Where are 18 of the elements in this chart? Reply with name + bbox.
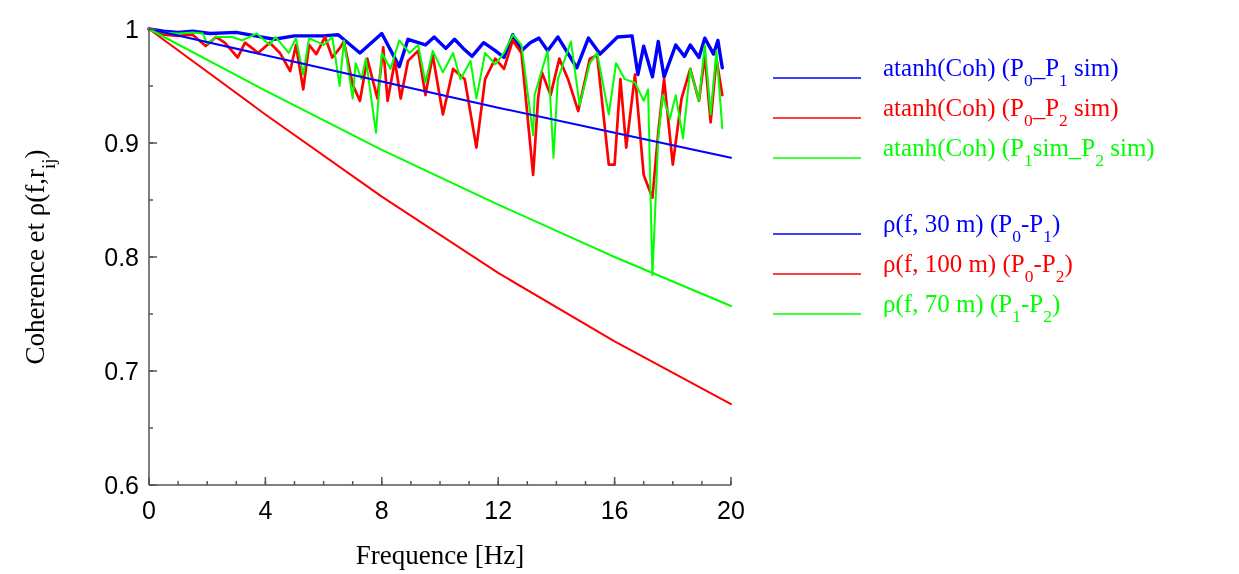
x-tick-label: 0	[142, 496, 156, 524]
y-tick-label: 0.6	[104, 470, 139, 499]
x-tick-label: 8	[374, 496, 389, 524]
x-axis-title: Frequence [Hz]	[355, 540, 525, 570]
y-tick-label: 0.8	[104, 242, 139, 271]
y-tick-label: 0.9	[104, 128, 139, 157]
legend-label: ρ(f, 70 m) (P$_{1}$-P$_{2}$)	[883, 289, 1061, 326]
legend-label: atanh(Coh) (P$_{1}$sim_P$_{2}$ sim)	[883, 133, 1155, 170]
x-tick-label: 4	[258, 496, 273, 524]
y-tick-label: 0.7	[104, 356, 139, 385]
legend-label: atanh(Coh) (P$_{0}$_P$_{2}$ sim)	[883, 93, 1119, 130]
y-tick-label: 1	[125, 14, 139, 43]
legend-label: ρ(f, 30 m) (P$_{0}$-P$_{1}$)	[883, 209, 1061, 246]
x-tick-label: 16	[600, 496, 629, 524]
x-tick-label: 20	[717, 496, 745, 524]
x-tick-label: 12	[484, 496, 513, 524]
legend-label: ρ(f, 100 m) (P$_{0}$-P$_{2}$)	[883, 249, 1073, 286]
legend-label: atanh(Coh) (P$_{0}$_P$_{1}$ sim)	[883, 53, 1119, 90]
